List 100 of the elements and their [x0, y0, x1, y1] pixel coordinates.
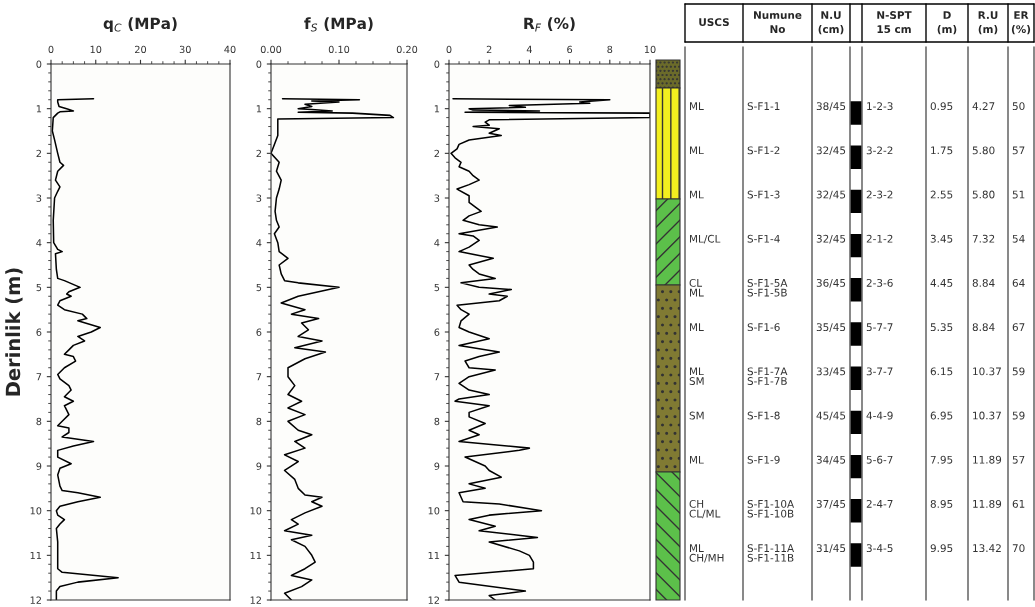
text: 8.95: [930, 499, 953, 508]
y-tick-label: 2: [434, 149, 439, 158]
text: 0.95: [930, 102, 953, 111]
category-label: ER (%): [1011, 11, 1031, 35]
text: 61: [1012, 499, 1025, 508]
text: S-F1-2: [747, 146, 780, 155]
text: 32/45: [816, 190, 846, 200]
y-tick-label: 10: [428, 507, 440, 515]
text: 2-1-2: [866, 234, 893, 243]
y-tick-label: 4: [36, 239, 42, 247]
y-tick-label: 1: [36, 105, 42, 113]
y-tick-label: 7: [256, 373, 262, 381]
text: 3-7-7: [866, 367, 893, 376]
text: 57: [1012, 455, 1025, 464]
y-tick-label: 10: [250, 507, 262, 515]
line-series: [271, 98, 395, 600]
category-label: R.U (m): [978, 11, 998, 35]
text: ML: [690, 146, 704, 155]
line-series: [450, 98, 650, 600]
text: 8.84: [972, 278, 995, 287]
text: S-F1-8: [747, 411, 780, 420]
category-label: D (m): [937, 11, 957, 35]
category-label: N.U (cm): [818, 11, 844, 35]
text: 54: [1012, 234, 1025, 243]
y-tick-label: 0: [434, 60, 440, 68]
y-tick-label: 9: [36, 462, 42, 470]
text: 9.95: [930, 544, 953, 553]
text: 4.27: [972, 102, 995, 110]
y-tick-label: 5: [256, 283, 262, 292]
y-tick-label: 4: [434, 239, 440, 247]
text: 1-2-3: [867, 102, 893, 111]
text: 32/45: [816, 234, 846, 244]
x-tick-label: 30: [179, 45, 191, 54]
y-tick-label: 11: [30, 551, 42, 560]
text: CL ML: [689, 278, 704, 297]
x-tick-label: 0.20: [396, 45, 418, 54]
text: 6.15: [930, 367, 953, 376]
text: 3-2-2: [866, 146, 893, 155]
text: 4-4-9: [866, 411, 893, 420]
x-tick-label: 40: [224, 45, 236, 54]
text: 2-3-2: [866, 190, 893, 199]
text: S-F1-4: [747, 234, 780, 243]
y-tick-label: 7: [36, 373, 42, 381]
y-tick-label: 10: [30, 507, 42, 515]
x-tick-label: 20: [135, 45, 147, 54]
text: 59: [1012, 367, 1025, 376]
y-tick-label: 3: [36, 194, 42, 202]
x-tick-label: 0: [446, 45, 452, 54]
x-tick-label: 0.10: [328, 45, 350, 54]
y-tick-label: 3: [256, 194, 262, 202]
text: 38/45: [816, 102, 846, 111]
text: 50: [1012, 102, 1025, 111]
text: 57: [1012, 146, 1025, 155]
text: 2-3-6: [866, 278, 893, 287]
text: 45/45: [816, 411, 846, 421]
text: 32/45: [816, 146, 846, 156]
text: 37/45: [816, 499, 846, 509]
text: 64: [1012, 278, 1025, 287]
y-tick-label: 11: [250, 551, 262, 560]
y-tick-label: 0: [36, 60, 42, 68]
text: ML: [690, 323, 704, 331]
y-axis-title: Derinlik (m): [5, 268, 23, 396]
text: S-F1-5A S-F1-5B: [747, 278, 788, 297]
text: ML/CL: [690, 234, 721, 244]
text: 2.55: [930, 190, 953, 199]
y-tick-label: 5: [36, 283, 42, 292]
text: 35/45: [816, 323, 846, 332]
text: 3.45: [930, 234, 953, 243]
text: 36/45: [816, 278, 846, 288]
text: 67: [1012, 323, 1025, 332]
text: 5.35: [930, 323, 953, 332]
y-tick-label: 4: [256, 239, 262, 247]
chart-title: f$_{S}$ (MPa): [304, 17, 373, 32]
text: 7.95: [930, 455, 953, 464]
line-series: [51, 98, 119, 600]
x-tick-label: 10: [644, 45, 656, 54]
category-label: N-SPT 15 cm: [877, 11, 912, 34]
x-tick-label: 4: [526, 45, 532, 53]
text: S-F1-11A S-F1-11B: [747, 544, 795, 562]
x-tick-label: 2: [486, 45, 492, 53]
text: 59: [1012, 411, 1025, 420]
text: S-F1-9: [747, 455, 780, 464]
y-tick-label: 12: [250, 596, 261, 604]
x-tick-label: 6: [567, 45, 573, 54]
text: S-F1-7A S-F1-7B: [747, 367, 788, 385]
text: S-F1-10A S-F1-10B: [747, 499, 795, 518]
text: 13.42: [973, 544, 1001, 553]
text: 5.80: [972, 190, 995, 199]
y-tick-label: 12: [428, 596, 439, 604]
y-tick-label: 1: [434, 105, 440, 113]
text: 51: [1012, 190, 1025, 199]
text: 5-7-7: [866, 323, 893, 332]
text: ML SM: [689, 367, 704, 385]
y-tick-label: 8: [256, 417, 262, 426]
y-tick-label: 8: [434, 417, 440, 426]
text: 10.37: [973, 411, 1001, 420]
text: 5-6-7: [866, 455, 893, 464]
y-tick-label: 7: [434, 373, 440, 381]
text: SM: [689, 411, 704, 420]
text: 6.95: [930, 411, 953, 420]
